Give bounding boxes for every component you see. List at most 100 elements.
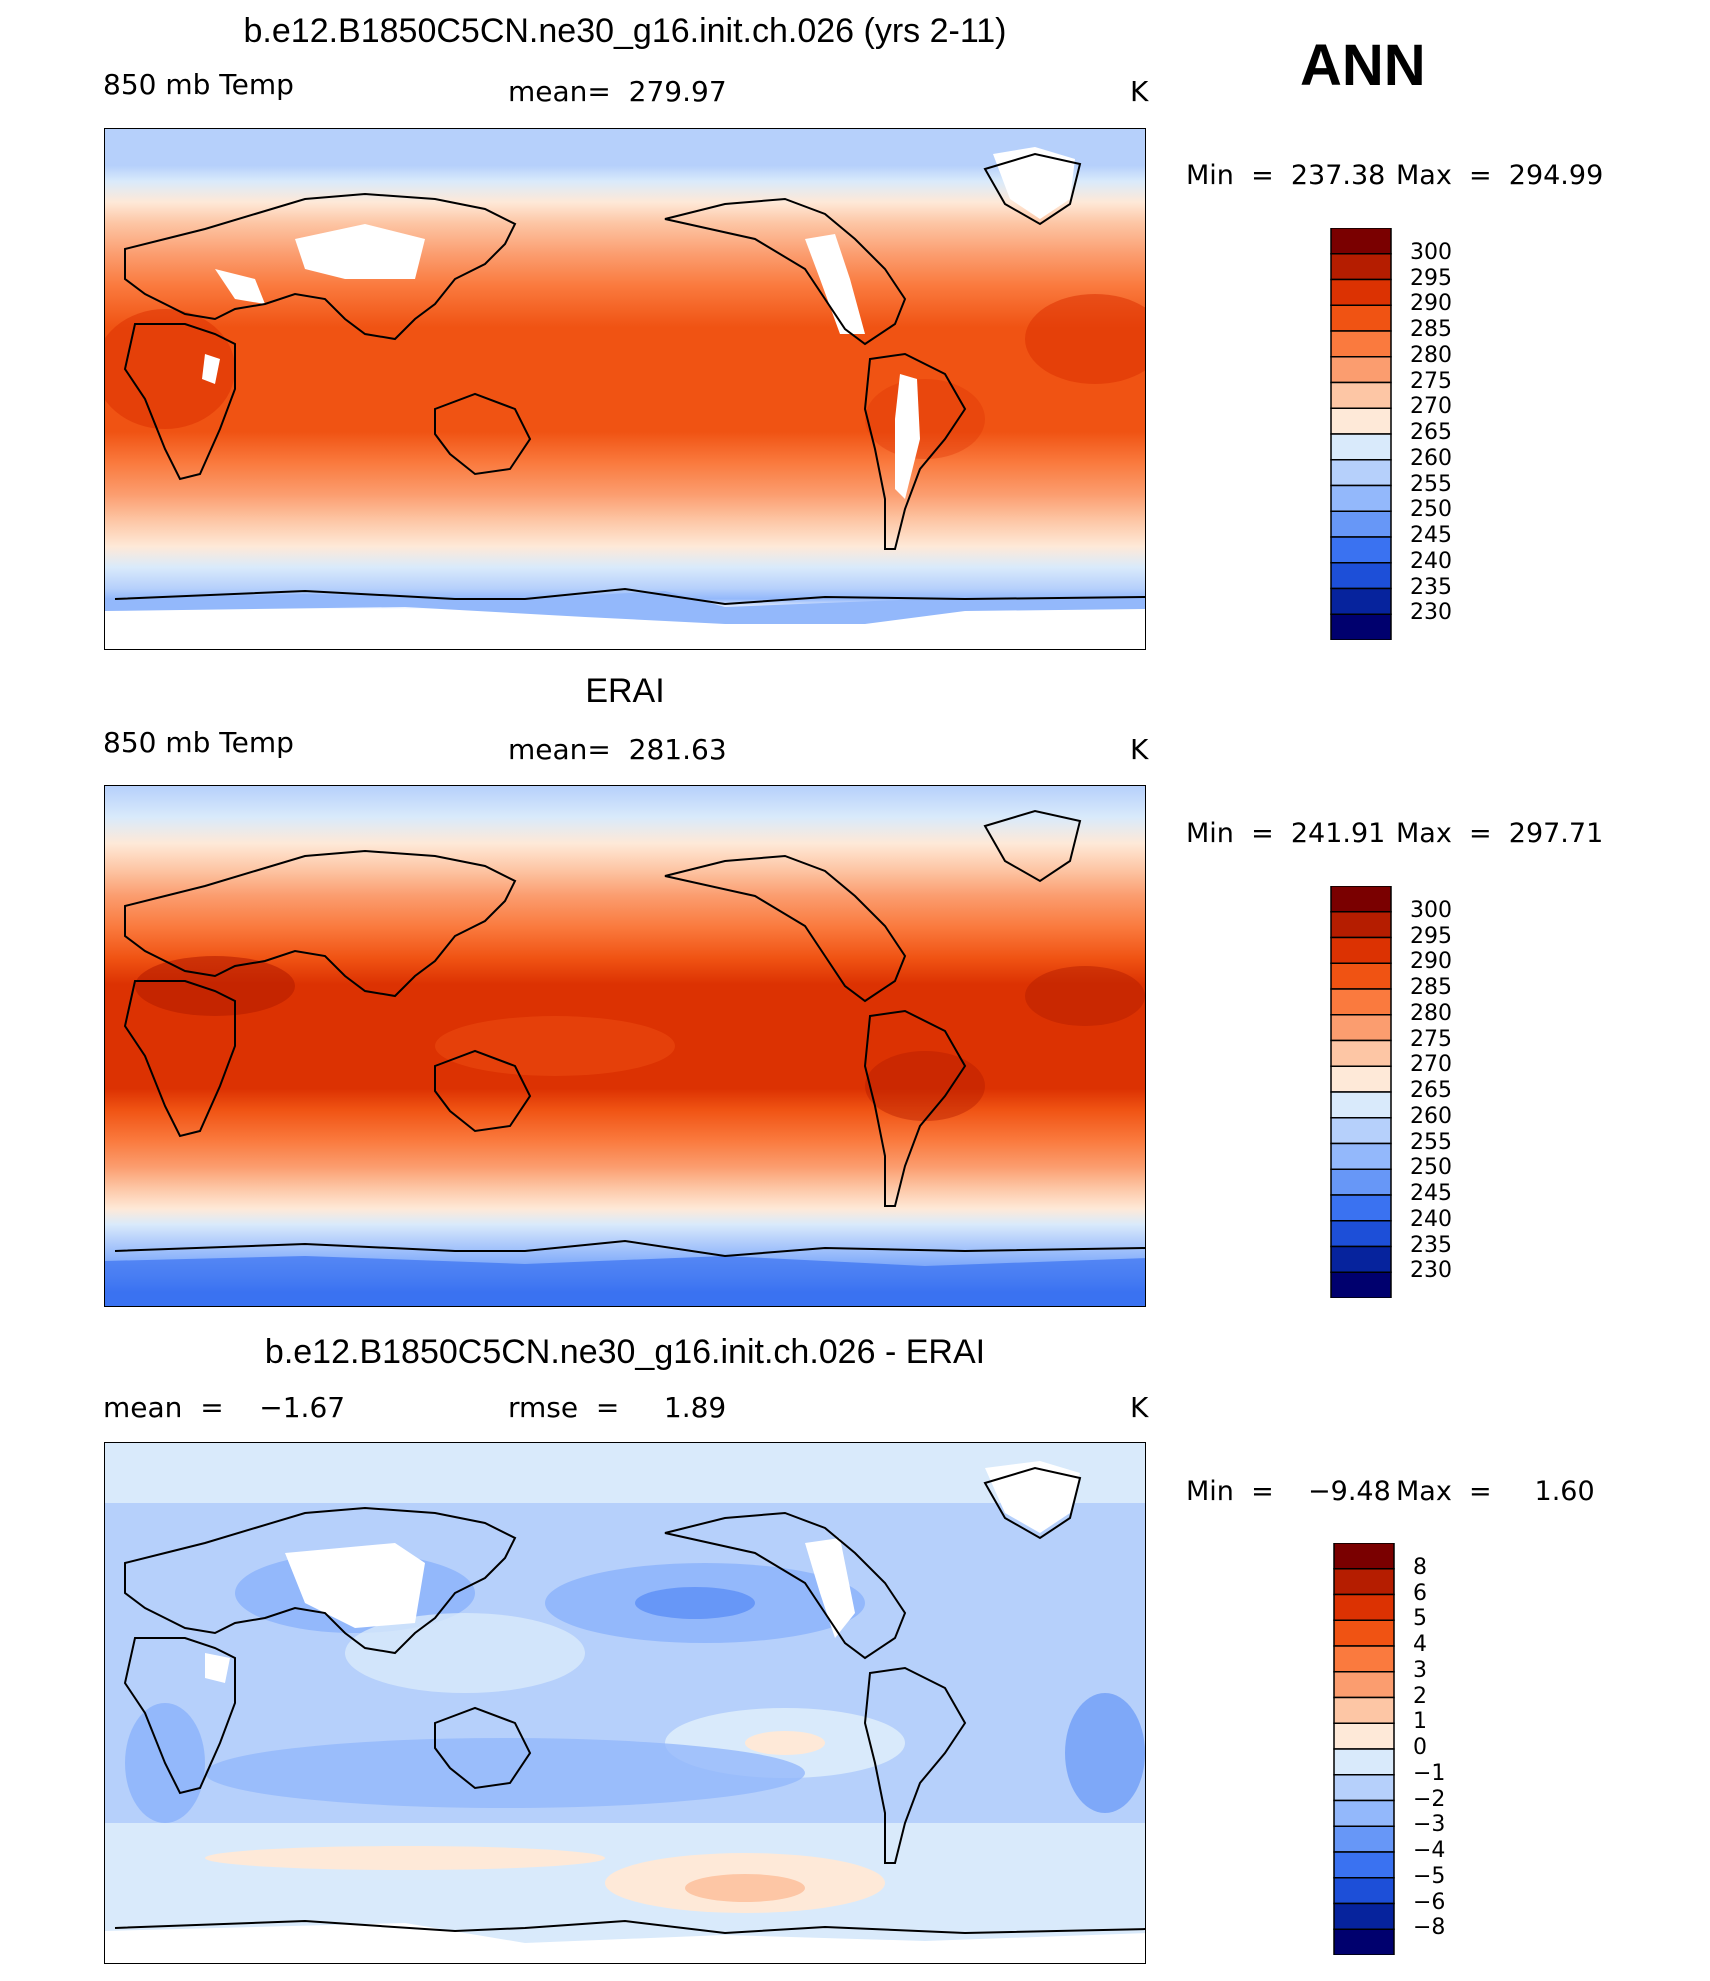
panel2-colorbar-swatches [1330,885,1392,1299]
colorbar-tick-label: 245 [1410,523,1452,548]
panel1-map [104,128,1146,650]
colorbar-swatch [1330,1039,1392,1067]
colorbar-swatch [1330,1194,1392,1222]
colorbar-swatch [1330,1014,1392,1042]
colorbar-swatch [1333,1671,1395,1699]
colorbar-tick-label: 260 [1410,445,1452,471]
panel2-map [104,785,1146,1307]
panel3-colorbar [1333,1542,1395,1960]
colorbar-tick-label: 5 [1413,1606,1427,1632]
colorbar-swatch [1333,1825,1395,1853]
colorbar-tick-label: −2 [1413,1786,1446,1812]
colorbar-swatch [1330,1065,1392,1093]
colorbar-swatch [1330,936,1392,964]
panel3-mean-label: mean = −1.67 [103,1391,346,1424]
panel1-colorbar-swatches [1330,227,1392,641]
colorbar-tick-label: 280 [1410,342,1452,368]
panel3-min-label: Min = −9.48 [1186,1476,1391,1507]
colorbar-swatch [1333,1722,1395,1750]
colorbar-tick-label: 295 [1410,923,1452,949]
colorbar-tick-label: 290 [1410,291,1452,317]
colorbar-swatch [1330,510,1392,538]
colorbar-swatch [1333,1774,1395,1802]
colorbar-swatch [1330,227,1392,255]
colorbar-tick-label: 6 [1413,1580,1427,1606]
colorbar-swatch [1333,1877,1395,1905]
colorbar-tick-label: 280 [1410,1000,1452,1026]
panel1-variable-label: 850 mb Temp [103,68,294,101]
colorbar-swatch [1330,1245,1392,1273]
colorbar-tick-label: 3 [1413,1657,1427,1683]
panel2-colorbar [1330,885,1392,1303]
colorbar-swatch [1333,1799,1395,1827]
colorbar-tick-label: −8 [1413,1915,1446,1941]
colorbar-tick-label: 265 [1410,420,1452,445]
panel1-units-label: K [1130,75,1149,108]
colorbar-swatch [1330,562,1392,590]
colorbar-tick-label: 270 [1410,394,1452,420]
colorbar-swatch [1333,1619,1395,1647]
colorbar-tick-label: 300 [1410,239,1452,265]
colorbar-tick-label: 0 [1413,1735,1427,1760]
colorbar-swatch [1330,1091,1392,1119]
colorbar-tick-label: 295 [1410,265,1452,291]
colorbar-tick-label: 250 [1410,497,1452,523]
panel3-map [104,1442,1146,1964]
colorbar-tick-label: 230 [1410,600,1452,626]
colorbar-tick-label: 270 [1410,1052,1452,1078]
colorbar-swatch [1330,613,1392,641]
colorbar-tick-label: 300 [1410,897,1452,923]
colorbar-swatch [1333,1568,1395,1596]
colorbar-swatch [1330,278,1392,306]
colorbar-tick-label: −3 [1413,1812,1446,1838]
panel1-colorbar [1330,227,1392,645]
colorbar-swatch [1330,1142,1392,1170]
colorbar-tick-label: 275 [1410,1026,1452,1052]
colorbar-swatch [1333,1851,1395,1879]
panel2-title: ERAI [585,672,665,710]
panel1-max-label: Max = 294.99 [1396,160,1604,191]
colorbar-tick-label: 290 [1410,949,1452,975]
panel1-mean-label: mean= 279.97 [508,75,727,108]
colorbar-swatch [1330,433,1392,461]
colorbar-tick-label: 4 [1413,1632,1427,1657]
panel3-title: b.e12.B1850C5CN.ne30_g16.init.ch.026 - E… [264,1333,986,1371]
colorbar-swatch [1330,304,1392,332]
panel3-max-label: Max = 1.60 [1396,1476,1595,1507]
panel1-title: b.e12.B1850C5CN.ne30_g16.init.ch.026 (yr… [243,12,1007,50]
colorbar-tick-label: −5 [1413,1863,1446,1889]
colorbar-tick-label: 2 [1413,1683,1427,1709]
panel2-variable-label: 850 mb Temp [103,726,294,759]
colorbar-swatch [1333,1593,1395,1621]
panel3-colorbar-swatches [1333,1542,1395,1956]
colorbar-tick-label: 245 [1410,1181,1452,1206]
panel2-max-label: Max = 297.71 [1396,818,1604,849]
colorbar-swatch [1330,885,1392,913]
colorbar-swatch [1330,1271,1392,1299]
colorbar-tick-label: −6 [1413,1889,1446,1915]
colorbar-swatch [1333,1748,1395,1776]
colorbar-tick-label: 285 [1410,317,1452,342]
colorbar-swatch [1330,962,1392,990]
colorbar-tick-label: 285 [1410,975,1452,1000]
colorbar-swatch [1330,1220,1392,1248]
panel2-units-label: K [1130,733,1149,766]
colorbar-swatch [1330,330,1392,358]
colorbar-swatch [1330,459,1392,487]
colorbar-swatch [1333,1542,1395,1570]
colorbar-swatch [1330,587,1392,615]
panel2-min-label: Min = 241.91 [1186,818,1386,849]
colorbar-tick-label: −1 [1413,1760,1446,1786]
colorbar-swatch [1330,911,1392,939]
panel3-units-label: K [1130,1391,1149,1424]
colorbar-swatch [1330,253,1392,281]
colorbar-swatch [1330,988,1392,1016]
colorbar-tick-label: 240 [1410,1206,1452,1232]
colorbar-swatch [1333,1902,1395,1930]
colorbar-swatch [1333,1645,1395,1673]
colorbar-swatch [1330,484,1392,512]
colorbar-tick-label: 235 [1410,574,1452,600]
season-label: ANN [1300,33,1426,98]
colorbar-tick-label: 230 [1410,1258,1452,1284]
colorbar-tick-label: 240 [1410,548,1452,574]
